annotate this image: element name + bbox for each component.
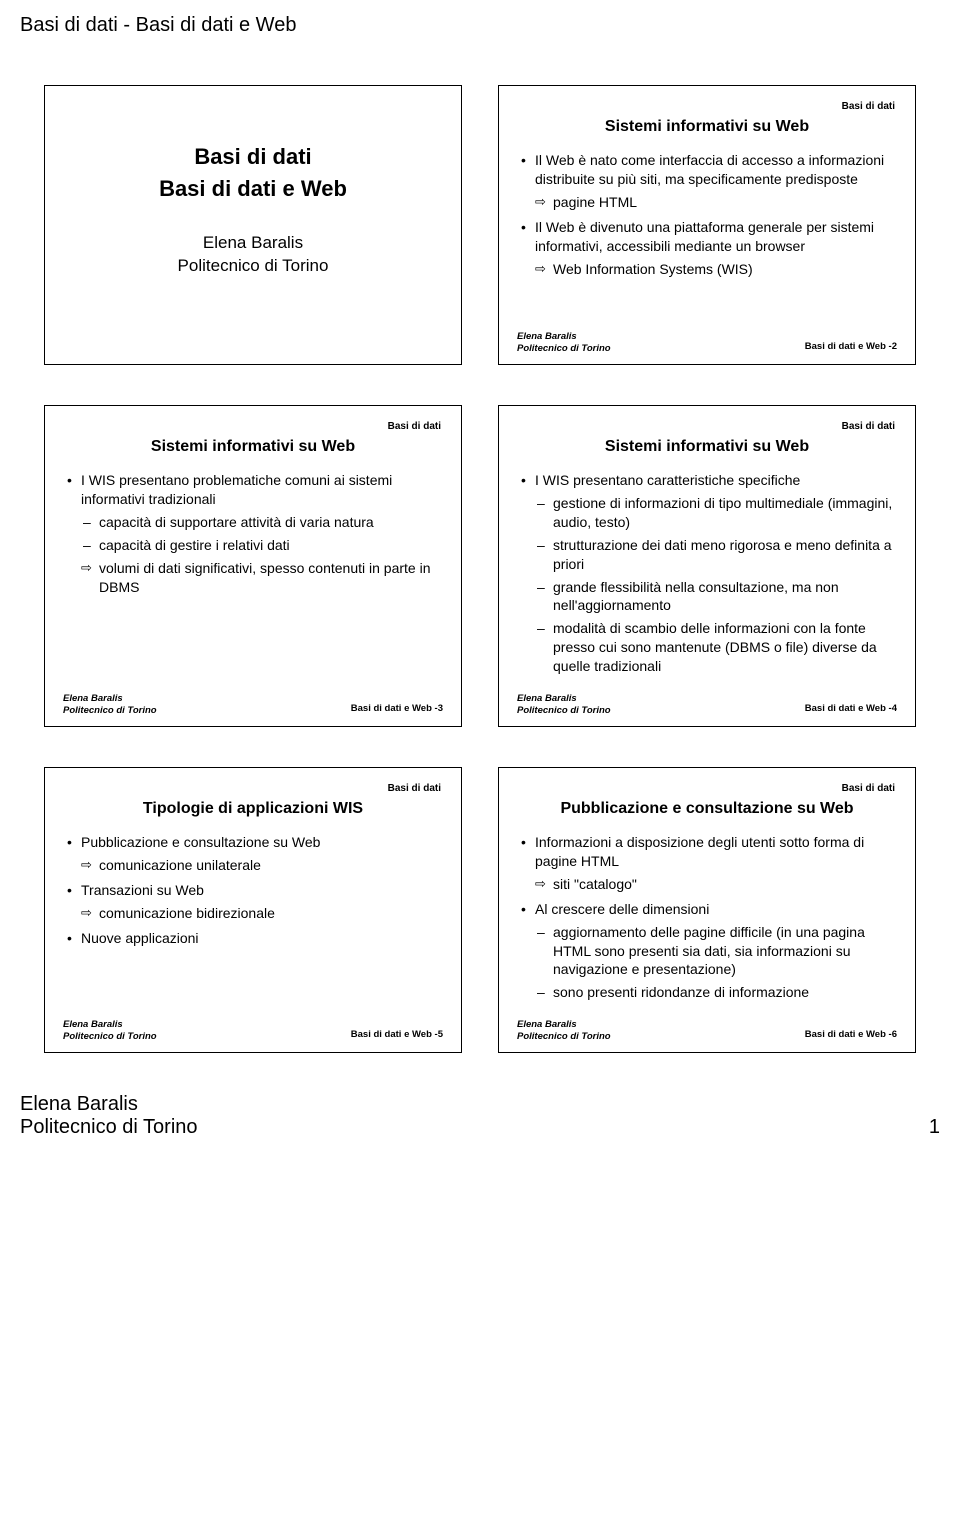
bullet: Nuove applicazioni (63, 929, 443, 948)
slide-title: Tipologie di applicazioni WIS (63, 798, 443, 820)
bullet-text: Il Web è nato come interfaccia di access… (535, 152, 884, 187)
footer-inst: Politecnico di Torino (63, 1031, 157, 1042)
bullet: Al crescere delle dimensioni aggiornamen… (517, 900, 897, 1002)
slide-title: Sistemi informativi su Web (517, 436, 897, 458)
bullet: Il Web è nato come interfaccia di access… (517, 151, 897, 212)
slide-3: Basi di dati Sistemi informativi su Web … (44, 405, 462, 727)
sub-bullet: grande flessibilità nella consultazione,… (535, 578, 897, 616)
bullet-text: Transazioni su Web (81, 882, 204, 898)
slide-5: Basi di dati Tipologie di applicazioni W… (44, 767, 462, 1053)
bullet-text: I WIS presentano caratteristiche specifi… (535, 472, 800, 488)
slide-footer: Elena Baralis Politecnico di Torino Basi… (517, 1019, 897, 1042)
bullet-text: Pubblicazione e consultazione su Web (81, 834, 320, 850)
slide-footer: Elena Baralis Politecnico di Torino Basi… (517, 693, 897, 716)
bullet: Informazioni a disposizione degli utenti… (517, 833, 897, 894)
sub-bullet: comunicazione unilaterale (81, 856, 443, 875)
slide-title: Pubblicazione e consultazione su Web (517, 798, 897, 820)
sub-bullet: strutturazione dei dati meno rigorosa e … (535, 536, 897, 574)
slides-grid: Basi di dati Basi di dati e Web Elena Ba… (0, 45, 960, 1069)
footer-prefix: Basi di dati e Web - (351, 1029, 438, 1040)
page-footer-author: Elena Baralis (20, 1093, 198, 1116)
slide-tag: Basi di dati (63, 782, 443, 798)
footer-prefix: Basi di dati e Web - (805, 703, 892, 714)
sub-bullet: modalità di scambio delle informazioni c… (535, 619, 897, 676)
sub-bullet: volumi di dati significativi, spesso con… (81, 559, 443, 597)
bullet-text: I WIS presentano problematiche comuni ai… (81, 472, 392, 507)
title-subtitle: Basi di dati e Web (159, 174, 347, 204)
title-author: Elena Baralis (203, 232, 303, 255)
slide-footer: Elena Baralis Politecnico di Torino Basi… (63, 1019, 443, 1042)
footer-num: 5 (438, 1029, 443, 1040)
footer-inst: Politecnico di Torino (517, 705, 611, 716)
footer-inst: Politecnico di Torino (63, 705, 157, 716)
sub-bullet: siti "catalogo" (535, 875, 897, 894)
bullet: I WIS presentano caratteristiche specifi… (517, 471, 897, 676)
bullet: Pubblicazione e consultazione su Web com… (63, 833, 443, 875)
bullet-text: Nuove applicazioni (81, 930, 199, 946)
slide-tag: Basi di dati (517, 782, 897, 798)
footer-num: 2 (892, 341, 897, 352)
footer-prefix: Basi di dati e Web - (805, 341, 892, 352)
sub-bullet: gestione di informazioni di tipo multime… (535, 494, 897, 532)
title-course: Basi di dati (194, 142, 311, 172)
bullet: Transazioni su Web comunicazione bidirez… (63, 881, 443, 923)
slide-title: Sistemi informativi su Web (517, 116, 897, 138)
footer-inst: Politecnico di Torino (517, 1031, 611, 1042)
footer-author: Elena Baralis (517, 1019, 611, 1030)
footer-author: Elena Baralis (63, 693, 157, 704)
page-header: Basi di dati - Basi di dati e Web (0, 0, 960, 45)
footer-author: Elena Baralis (517, 331, 611, 342)
bullet-text: Il Web è divenuto una piattaforma genera… (535, 219, 874, 254)
slide-4: Basi di dati Sistemi informativi su Web … (498, 405, 916, 727)
slide-2: Basi di dati Sistemi informativi su Web … (498, 85, 916, 365)
page-number: 1 (929, 1116, 940, 1139)
page-footer-inst: Politecnico di Torino (20, 1116, 198, 1139)
footer-num: 3 (438, 703, 443, 714)
footer-num: 4 (892, 703, 897, 714)
footer-inst: Politecnico di Torino (517, 343, 611, 354)
slide-tag: Basi di dati (517, 100, 897, 116)
bullet: I WIS presentano problematiche comuni ai… (63, 471, 443, 596)
sub-bullet: aggiornamento delle pagine difficile (in… (535, 923, 897, 980)
footer-prefix: Basi di dati e Web - (805, 1029, 892, 1040)
slide-tag: Basi di dati (63, 420, 443, 436)
footer-author: Elena Baralis (63, 1019, 157, 1030)
title-institution: Politecnico di Torino (178, 255, 329, 278)
sub-bullet: sono presenti ridondanze di informazione (535, 983, 897, 1002)
bullet: Il Web è divenuto una piattaforma genera… (517, 218, 897, 279)
bullet-text: Informazioni a disposizione degli utenti… (535, 834, 864, 869)
slide-1: Basi di dati Basi di dati e Web Elena Ba… (44, 85, 462, 365)
bullet-text: Al crescere delle dimensioni (535, 901, 709, 917)
page-footer: Elena Baralis Politecnico di Torino 1 (0, 1069, 960, 1149)
sub-bullet: comunicazione bidirezionale (81, 904, 443, 923)
footer-author: Elena Baralis (517, 693, 611, 704)
footer-prefix: Basi di dati e Web - (351, 703, 438, 714)
sub-bullet: pagine HTML (535, 193, 897, 212)
slide-footer: Elena Baralis Politecnico di Torino Basi… (63, 693, 443, 716)
footer-num: 6 (892, 1029, 897, 1040)
sub-bullet: capacità di supportare attività di varia… (81, 513, 443, 532)
sub-bullet: capacità di gestire i relativi dati (81, 536, 443, 555)
slide-title: Sistemi informativi su Web (63, 436, 443, 458)
sub-bullet: Web Information Systems (WIS) (535, 260, 897, 279)
slide-6: Basi di dati Pubblicazione e consultazio… (498, 767, 916, 1053)
slide-tag: Basi di dati (517, 420, 897, 436)
slide-footer: Elena Baralis Politecnico di Torino Basi… (517, 331, 897, 354)
